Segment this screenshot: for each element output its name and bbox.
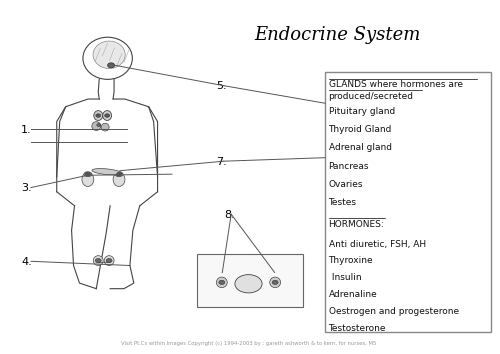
Bar: [325, 72, 490, 332]
Circle shape: [96, 114, 100, 117]
Ellipse shape: [216, 277, 227, 288]
Text: 7.: 7.: [216, 157, 227, 167]
Text: Ovaries: Ovaries: [328, 180, 363, 189]
Circle shape: [219, 280, 225, 285]
Text: 8.: 8.: [224, 210, 234, 220]
Circle shape: [96, 258, 101, 263]
Circle shape: [106, 258, 112, 263]
Text: Thyroid Gland: Thyroid Gland: [328, 125, 392, 134]
Text: 1.: 1.: [21, 125, 32, 135]
Circle shape: [272, 280, 278, 285]
Text: Testosterone: Testosterone: [328, 324, 386, 333]
Text: produced/secreted: produced/secreted: [328, 92, 414, 101]
Text: Oestrogen and progesterone: Oestrogen and progesterone: [328, 307, 458, 316]
Ellipse shape: [104, 256, 114, 266]
Text: Thyroxine: Thyroxine: [328, 256, 373, 266]
Ellipse shape: [94, 110, 102, 120]
Text: Anti diuretic, FSH, AH: Anti diuretic, FSH, AH: [328, 240, 426, 249]
Text: Adrenal gland: Adrenal gland: [328, 143, 392, 152]
Text: Endocrine System: Endocrine System: [254, 26, 420, 44]
Ellipse shape: [115, 172, 123, 177]
Text: Insulin: Insulin: [328, 273, 361, 282]
Ellipse shape: [101, 123, 109, 131]
Text: Testes: Testes: [328, 198, 356, 207]
Circle shape: [86, 172, 90, 176]
Text: Pancreas: Pancreas: [328, 161, 369, 171]
Ellipse shape: [235, 275, 262, 293]
Circle shape: [108, 63, 114, 68]
Text: GLANDS where hormones are: GLANDS where hormones are: [328, 80, 462, 90]
Bar: [196, 254, 303, 307]
Text: HORMONES:: HORMONES:: [328, 220, 384, 229]
Ellipse shape: [93, 41, 125, 68]
Text: 4.: 4.: [21, 257, 32, 267]
Text: 3.: 3.: [21, 183, 32, 193]
Ellipse shape: [94, 256, 103, 266]
Text: Adrenaline: Adrenaline: [328, 290, 378, 299]
Circle shape: [116, 172, 121, 176]
Text: Visit Pt.Cs within Images Copyright (c) 1994-2003 by : gareth ashworth & to kern: Visit Pt.Cs within Images Copyright (c) …: [121, 341, 376, 346]
Circle shape: [97, 124, 100, 126]
Ellipse shape: [83, 37, 132, 79]
Ellipse shape: [270, 277, 280, 288]
Text: 5.: 5.: [216, 81, 227, 91]
Circle shape: [104, 114, 110, 117]
Ellipse shape: [82, 172, 94, 187]
Ellipse shape: [102, 110, 112, 120]
Ellipse shape: [84, 172, 92, 177]
Ellipse shape: [92, 169, 122, 175]
Ellipse shape: [92, 122, 100, 131]
Ellipse shape: [113, 172, 125, 187]
Text: Pituitary gland: Pituitary gland: [328, 107, 395, 116]
